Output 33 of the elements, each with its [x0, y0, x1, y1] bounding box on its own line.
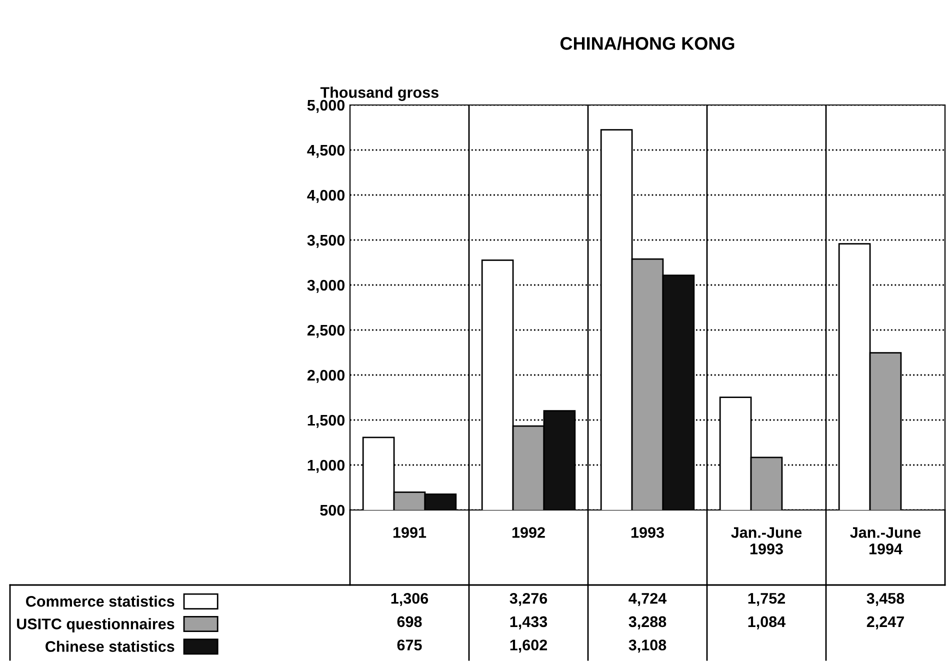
y-tick-label: 3,500 — [307, 234, 345, 248]
y-tick-label: 2,500 — [307, 324, 345, 338]
data-label: 3,458 — [866, 592, 904, 606]
y-tick-label: 1,000 — [308, 460, 345, 473]
y-tick-label: 2,000 — [307, 370, 345, 383]
y-tick-label: 3,000 — [307, 280, 345, 293]
y-tick-label: 500 — [320, 504, 345, 516]
data-label: 675 — [397, 640, 422, 650]
data-label: 4,724 — [628, 592, 667, 606]
y-tick-label: 4,500 — [307, 144, 345, 158]
y-tick-label: 5,000 — [307, 100, 345, 113]
x-tick-label: Jan.-June 1994 — [850, 527, 921, 554]
y-axis-title: Thousand gross — [320, 86, 438, 101]
data-label: 698 — [397, 616, 422, 628]
data-label: 1,306 — [391, 592, 428, 606]
x-tick-label: 1992 — [512, 527, 545, 538]
x-tick-label: 1993 — [631, 527, 664, 538]
y-tick-label: 1,500 — [308, 414, 345, 428]
data-label: 3,288 — [628, 616, 666, 630]
data-label: 1,752 — [748, 592, 786, 606]
x-tick-label: Jan.-June 1993 — [731, 527, 802, 554]
chart-title: CHINA/HONG KONG — [560, 36, 734, 50]
data-label: 1,433 — [510, 616, 548, 630]
legend-label: Commerce statistics — [26, 596, 174, 607]
x-tick-label: 1991 — [393, 527, 426, 538]
data-label: 2,247 — [866, 616, 904, 630]
legend-label: Chinese statistics — [46, 640, 174, 652]
data-label: 1,084 — [748, 616, 786, 630]
data-label: 3,108 — [628, 640, 666, 653]
data-label: 1,602 — [510, 640, 548, 653]
y-tick-label: 4,000 — [307, 190, 345, 203]
data-label: 3,276 — [510, 592, 548, 606]
legend-label: USITC questionnaires — [17, 618, 174, 632]
